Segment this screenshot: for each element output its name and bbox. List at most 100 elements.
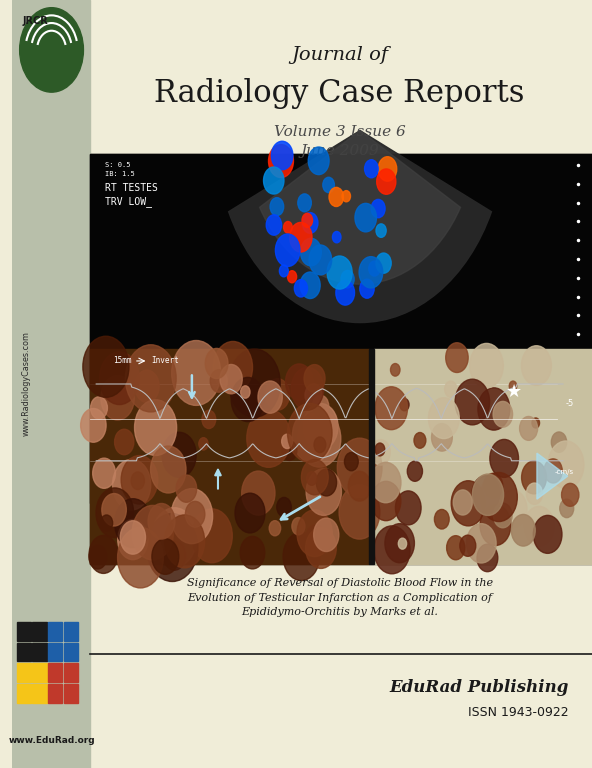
Circle shape (478, 388, 510, 430)
Circle shape (446, 343, 468, 372)
Text: June 2009: June 2009 (300, 144, 379, 157)
Circle shape (199, 438, 208, 450)
Circle shape (304, 365, 325, 392)
Circle shape (152, 538, 179, 574)
Circle shape (282, 434, 292, 449)
Circle shape (414, 432, 426, 449)
Circle shape (560, 499, 574, 518)
Text: www.EduRad.org: www.EduRad.org (8, 736, 95, 745)
Circle shape (323, 177, 334, 193)
Circle shape (360, 280, 374, 298)
Circle shape (307, 472, 317, 485)
Circle shape (355, 204, 377, 232)
Circle shape (279, 265, 288, 276)
Circle shape (134, 400, 176, 455)
Bar (17, 643, 31, 661)
Text: ★: ★ (506, 382, 522, 401)
Bar (48, 684, 62, 703)
Bar (91, 349, 369, 564)
Bar (91, 349, 569, 419)
Circle shape (533, 515, 562, 554)
Circle shape (302, 214, 313, 227)
Circle shape (520, 416, 538, 440)
Circle shape (115, 498, 152, 548)
Circle shape (435, 509, 449, 529)
Circle shape (270, 197, 284, 216)
Text: TRV LOW_: TRV LOW_ (105, 196, 152, 207)
Circle shape (132, 505, 173, 560)
Circle shape (89, 545, 107, 569)
Circle shape (135, 370, 159, 402)
Circle shape (371, 200, 385, 218)
Circle shape (316, 469, 337, 496)
Circle shape (120, 521, 146, 554)
Circle shape (327, 256, 352, 289)
Bar (64, 643, 78, 661)
Text: Journal of: Journal of (291, 46, 388, 65)
Circle shape (308, 147, 329, 174)
Circle shape (526, 483, 542, 505)
Bar (12, 0, 91, 768)
Bar (91, 419, 569, 503)
Circle shape (329, 187, 343, 207)
Circle shape (297, 510, 332, 557)
Circle shape (271, 141, 293, 170)
Text: IB: 1.5: IB: 1.5 (105, 170, 134, 177)
Circle shape (385, 524, 414, 563)
Circle shape (400, 399, 409, 411)
Polygon shape (537, 453, 568, 499)
Circle shape (314, 518, 339, 551)
Circle shape (303, 213, 318, 233)
Circle shape (269, 144, 294, 177)
Circle shape (165, 515, 205, 568)
Text: JRCR: JRCR (22, 15, 49, 26)
Circle shape (118, 519, 148, 560)
Circle shape (562, 483, 579, 506)
Circle shape (266, 215, 282, 235)
Circle shape (298, 194, 311, 212)
Circle shape (150, 446, 186, 493)
Circle shape (298, 410, 341, 467)
Circle shape (455, 379, 490, 425)
Circle shape (472, 475, 500, 513)
Circle shape (375, 443, 385, 456)
Circle shape (242, 471, 275, 515)
Circle shape (339, 485, 380, 539)
Circle shape (96, 488, 134, 538)
Circle shape (309, 245, 332, 275)
Circle shape (102, 494, 126, 526)
Bar (64, 622, 78, 641)
Circle shape (376, 223, 386, 237)
Circle shape (101, 515, 112, 531)
Circle shape (374, 526, 410, 574)
Circle shape (126, 345, 176, 412)
Circle shape (313, 435, 323, 449)
Bar (369, 349, 374, 564)
Circle shape (192, 509, 232, 563)
Bar (91, 154, 592, 564)
Circle shape (163, 541, 185, 570)
Bar (17, 684, 31, 703)
Circle shape (333, 231, 341, 243)
Circle shape (112, 459, 151, 510)
Bar (17, 664, 31, 682)
Bar (33, 684, 47, 703)
Text: -cm/s: -cm/s (554, 469, 574, 475)
Circle shape (99, 352, 139, 405)
Circle shape (511, 515, 535, 546)
Circle shape (460, 535, 476, 556)
Circle shape (371, 462, 401, 503)
Circle shape (240, 386, 250, 399)
Circle shape (305, 384, 323, 407)
Circle shape (337, 439, 382, 498)
Circle shape (490, 439, 519, 478)
Circle shape (429, 398, 459, 439)
Circle shape (282, 441, 297, 461)
Circle shape (551, 432, 567, 452)
Circle shape (313, 396, 329, 417)
Circle shape (303, 403, 338, 449)
Circle shape (162, 432, 196, 478)
Circle shape (391, 363, 400, 376)
Circle shape (365, 160, 378, 178)
Circle shape (359, 257, 383, 288)
